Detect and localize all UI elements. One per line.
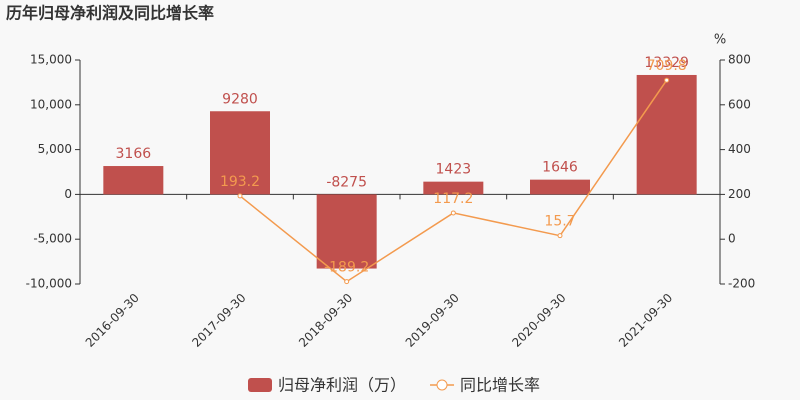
legend-swatch bbox=[436, 379, 448, 391]
y2-axis-label: % bbox=[714, 33, 726, 48]
chart-title: 历年归母净利润及同比增长率 bbox=[6, 4, 214, 23]
line-value-label: 709.8 bbox=[647, 58, 687, 74]
y-tick-label: -10,000 bbox=[26, 277, 72, 291]
bar bbox=[530, 179, 590, 195]
line-value-label: 15.7 bbox=[544, 214, 575, 230]
line-value-label: 117.2 bbox=[433, 191, 473, 207]
y-tick-label: 15,000 bbox=[30, 53, 72, 67]
y-tick-label: 5,000 bbox=[38, 142, 72, 156]
x-tick-label: 2020-09-30 bbox=[509, 291, 568, 350]
y-tick-label: 0 bbox=[64, 187, 72, 201]
line-value-label: 193.2 bbox=[220, 174, 260, 190]
bar bbox=[103, 166, 164, 195]
y2-tick-label: 0 bbox=[728, 232, 736, 246]
line-point bbox=[450, 210, 456, 216]
line bbox=[239, 79, 668, 283]
y2-tick-label: 200 bbox=[728, 187, 751, 201]
line-value-label: -189.2 bbox=[324, 260, 369, 276]
legend-swatch bbox=[248, 378, 272, 392]
y2-tick-label: 600 bbox=[728, 97, 751, 111]
line-point bbox=[664, 77, 670, 83]
x-tick-label: 2021-09-30 bbox=[616, 291, 675, 350]
legend-label: 归母净利润（万） bbox=[278, 376, 406, 395]
bar-value-label: 1646 bbox=[542, 160, 578, 176]
y-tick-label: -5,000 bbox=[33, 232, 72, 246]
bar bbox=[316, 194, 377, 269]
y2-tick-label: 400 bbox=[728, 142, 751, 156]
bar-value-label: 3166 bbox=[116, 146, 152, 162]
x-tick-label: 2018-09-30 bbox=[296, 291, 355, 350]
line-point bbox=[237, 193, 243, 199]
y2-tick-label: 800 bbox=[728, 53, 751, 67]
bar-value-label: 13329 bbox=[644, 55, 689, 71]
x-tick-label: 2019-09-30 bbox=[403, 291, 462, 350]
y2-tick-label: -200 bbox=[728, 277, 755, 291]
bar-value-label: 1423 bbox=[436, 162, 472, 178]
bar bbox=[636, 74, 697, 195]
line-point bbox=[557, 233, 563, 239]
bar-value-label: -8275 bbox=[326, 174, 367, 190]
bar bbox=[210, 111, 270, 195]
bar bbox=[423, 181, 484, 195]
line-point bbox=[344, 279, 350, 285]
y-tick-label: 10,000 bbox=[30, 97, 72, 111]
x-tick-label: 2016-09-30 bbox=[83, 291, 142, 350]
x-tick-label: 2017-09-30 bbox=[189, 291, 248, 350]
bar-value-label: 9280 bbox=[222, 91, 258, 107]
legend-label: 同比增长率 bbox=[460, 376, 540, 395]
